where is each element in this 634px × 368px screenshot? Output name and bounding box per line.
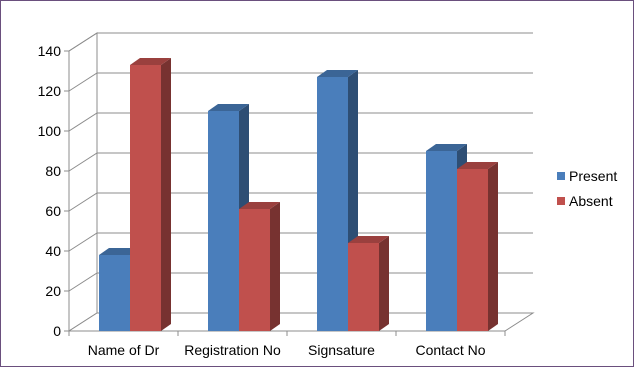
bar-front (348, 243, 379, 331)
bar-top (457, 162, 498, 169)
legend-swatch-present (557, 172, 565, 180)
legend-label-present: Present (569, 168, 617, 184)
side-wall (68, 32, 98, 332)
bar-absent-2 (348, 236, 389, 331)
x-tick-label: Signsature (308, 342, 375, 358)
chart-walls (67, 32, 535, 332)
y-tick-label: 20 (45, 283, 61, 299)
bar-top (239, 202, 280, 209)
bar-absent-1 (239, 202, 280, 331)
y-tick-label: 100 (38, 123, 62, 139)
legend: Present Absent (557, 168, 617, 209)
bar-side (161, 58, 171, 331)
legend-label-absent: Absent (569, 193, 613, 209)
gridline (68, 112, 533, 132)
bar-front (426, 151, 457, 331)
legend-swatch-absent (557, 197, 565, 205)
bar-front (130, 65, 161, 331)
gridline (68, 192, 533, 212)
gridlines (64, 32, 533, 336)
bar-top (208, 104, 249, 111)
bar-top (348, 236, 389, 243)
bar-side (379, 236, 389, 331)
x-axis-tick-labels: Name of Dr Registration No Signsature Conta… (88, 342, 486, 358)
bar-top (130, 58, 171, 65)
gridline (68, 72, 533, 92)
x-tick-label: Contact No (415, 342, 485, 358)
bar-side (270, 202, 280, 331)
gridline (68, 232, 533, 252)
y-tick-label: 60 (45, 203, 61, 219)
bar-front (208, 111, 239, 331)
y-tick-label: 80 (45, 163, 61, 179)
gridline (68, 32, 533, 52)
y-tick-label: 120 (38, 83, 62, 99)
bar-top (317, 70, 358, 77)
bar-side (488, 162, 498, 331)
gridline (68, 152, 533, 172)
bar-absent-0 (130, 58, 171, 331)
bar-front (99, 255, 130, 331)
bars (99, 58, 498, 331)
x-tick-label: Registration No (184, 342, 281, 358)
y-tick-label: 140 (38, 43, 62, 59)
bar-absent-3 (457, 162, 498, 331)
x-tick-label: Name of Dr (88, 342, 160, 358)
bar-front (239, 209, 270, 331)
y-tick-label: 0 (53, 323, 61, 339)
bar-top (426, 144, 467, 151)
y-tick-label: 40 (45, 243, 61, 259)
bar-front (317, 77, 348, 331)
bar-front (457, 169, 488, 331)
y-axis-tick-labels: 0 20 40 60 80 100 120 140 (38, 43, 62, 339)
bar-top (99, 248, 140, 255)
